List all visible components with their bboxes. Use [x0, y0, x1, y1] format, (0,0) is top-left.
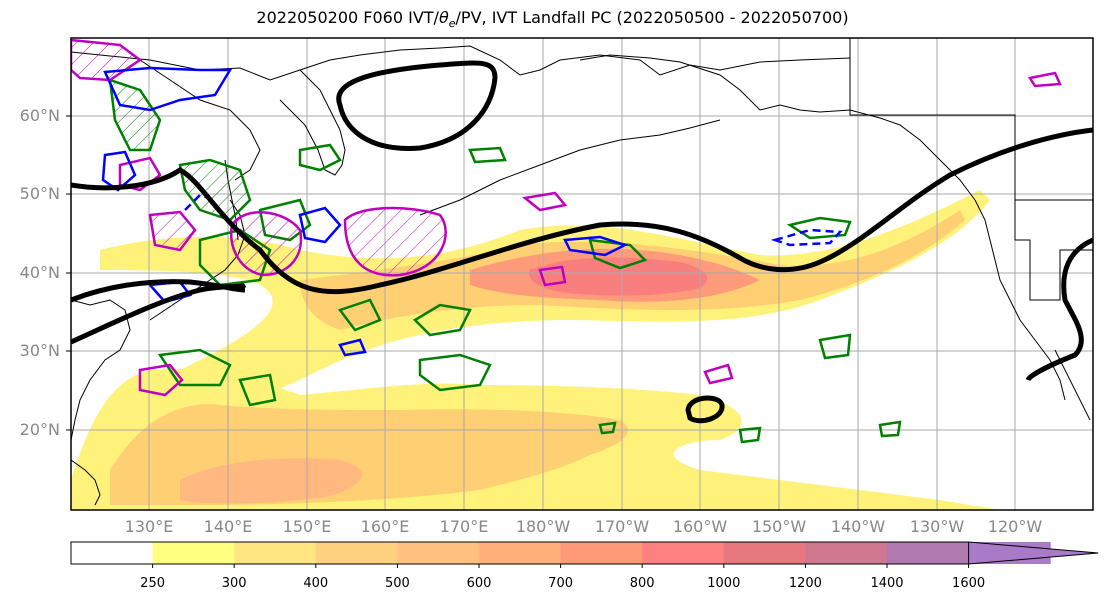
axis-ticks	[66, 115, 71, 431]
theta-e-blob-14	[818, 333, 852, 360]
map-frame	[70, 37, 1094, 511]
colorbar-tick-label: 250	[140, 576, 165, 591]
blue-blob-6	[338, 338, 367, 357]
lat-label-50n: 50°N	[19, 184, 60, 203]
colorbar-tick-label: 1400	[870, 576, 904, 591]
ivt-band-south-high	[180, 458, 362, 504]
lon-label-130e: 130°E	[124, 517, 174, 536]
colorbar-tick-label: 400	[303, 576, 329, 591]
coast-korea-china	[71, 299, 131, 441]
colorbar-segment	[152, 542, 235, 564]
colorbar-frame	[70, 541, 969, 565]
colorbar-segment	[234, 542, 317, 564]
lat-label-40n: 40°N	[19, 263, 60, 282]
colorbar-segment	[479, 542, 562, 564]
coast-nw-canada	[849, 38, 1093, 201]
pv-east-line	[1025, 237, 1093, 382]
lon-label-170e: 170°E	[439, 517, 489, 536]
coast-alaska	[579, 54, 976, 201]
theta-e-blob-1	[108, 78, 162, 152]
magenta-blob-6	[138, 363, 184, 397]
theta-e-blob-9	[157, 348, 232, 387]
coast-us-states	[1014, 200, 1093, 301]
lat-label-60n: 60°N	[19, 106, 60, 125]
colorbar-tick-label: 700	[548, 576, 573, 591]
lon-label-160w: 160°W	[672, 517, 728, 536]
colorbar	[70, 541, 1099, 568]
colorbar-segment	[887, 542, 970, 564]
lon-label-180w: 180°W	[515, 517, 571, 536]
ivt-band-north-core	[529, 257, 708, 296]
lat-label-20n: 20°N	[19, 420, 60, 439]
theta-e-blob-2	[178, 158, 252, 222]
theta-e-blob-5	[298, 143, 342, 172]
magenta-blob-8	[538, 265, 567, 287]
colorbar-extend-arrow	[968, 541, 1099, 565]
pv-main-line	[71, 127, 1093, 294]
lon-label-160e: 160°E	[360, 517, 410, 536]
blue-blob-2	[101, 150, 137, 192]
coast-siberia	[71, 45, 851, 81]
lon-label-170w: 170°W	[594, 517, 650, 536]
theta-e-blob-16	[878, 420, 902, 438]
lon-label-140w: 140°W	[830, 517, 886, 536]
pv-black-contours	[71, 60, 1093, 424]
colorbar-tick-label: 500	[384, 576, 410, 591]
colorbar-tick-label: 1200	[788, 576, 822, 591]
figure-title: 2022050200 F060 IVT/θe/PV, IVT Landfall …	[256, 8, 849, 31]
ivt-band-north-low	[100, 190, 990, 450]
theta-e-contours	[108, 78, 902, 444]
pv-mid-line	[71, 279, 246, 303]
colorbar-segment	[397, 542, 480, 564]
colorbar-tick-label: 300	[221, 576, 247, 591]
coast-okhotsk	[139, 59, 261, 181]
lon-label-120w: 120°W	[987, 517, 1043, 536]
theta-e-blob-17	[598, 421, 617, 435]
coast-aleutians	[419, 119, 721, 216]
theta-e-blob-8	[418, 353, 492, 392]
colorbar-tick-label: 1600	[952, 576, 986, 591]
lon-label-150w: 150°W	[751, 517, 807, 536]
coast-kamchatka	[279, 69, 346, 176]
theta-e-blob-7	[412, 303, 472, 337]
magenta-blob-10	[1027, 71, 1062, 88]
lon-label-130w: 130°W	[909, 517, 965, 536]
coast-mexico	[1054, 349, 1091, 421]
theta-e-blob-6	[337, 298, 382, 332]
pv-small-loop	[685, 395, 725, 424]
magenta-blob-3	[230, 211, 303, 277]
coast-taiwan-phil	[71, 459, 101, 506]
blue-blob-1	[103, 66, 233, 112]
colorbar-segment	[315, 542, 398, 564]
colorbar-tick-label: 1000	[707, 576, 741, 591]
theta-e-blob-13	[786, 216, 852, 240]
magenta-blob-2	[148, 210, 197, 252]
lon-label-140e: 140°E	[203, 517, 253, 536]
colorbar-segment	[805, 542, 888, 564]
blue-blob-3	[298, 206, 342, 244]
theta-e-blob-10	[238, 373, 277, 407]
magenta-blob-7	[522, 191, 568, 212]
colorbar-segment	[723, 542, 806, 564]
magenta-blob-9	[703, 363, 734, 385]
lon-label-150e: 150°E	[282, 517, 332, 536]
theta-e-blob-15	[738, 426, 762, 444]
colorbar-segment	[642, 542, 725, 564]
lat-label-30n: 30°N	[19, 341, 60, 360]
colorbar-tick-label: 800	[629, 576, 655, 591]
blue-blob-5	[563, 235, 629, 257]
colorbar-segment	[71, 542, 154, 564]
blue-dash-1	[770, 228, 843, 247]
pv-arctic-loop	[336, 60, 498, 151]
magenta-blob-4	[343, 206, 447, 277]
theta-e-blob-11	[468, 146, 507, 164]
colorbar-tick-label: 600	[466, 576, 492, 591]
colorbar-segment	[560, 542, 643, 564]
